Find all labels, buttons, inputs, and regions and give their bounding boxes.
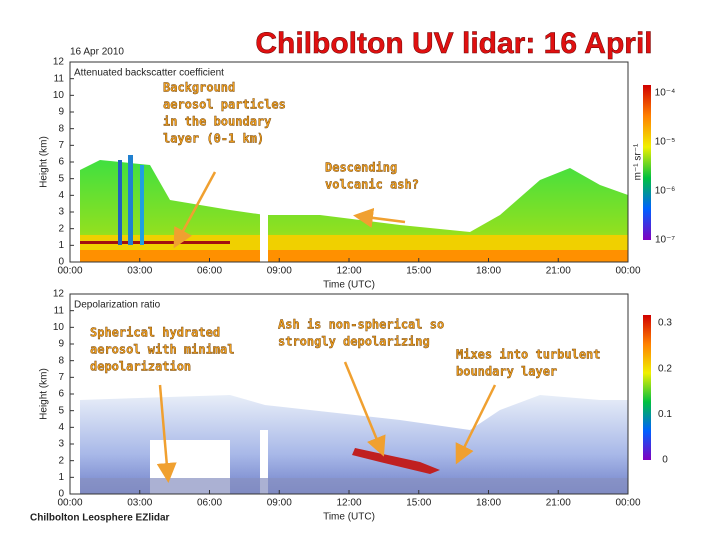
panel-label: Depolarization ratio [74,300,161,311]
annotation: Mixes into turbulent [456,348,601,362]
arrow [343,361,386,457]
y-tick-label: 9 [58,107,64,118]
colorbar-tick-label: 10⁻⁶ [655,186,676,197]
y-tick-label: 8 [58,355,64,366]
y-tick-label: 4 [58,422,64,433]
y-tick-label: 8 [58,123,64,134]
arrow [156,384,177,483]
x-tick-label: 12:00 [336,266,361,277]
colorbar [643,315,651,460]
annotation: Spherical hydrated [90,326,220,340]
arrow [353,207,406,228]
x-tick-label: 18:00 [476,266,501,277]
x-tick-label: 00:00 [57,498,82,509]
annotation: depolarization [90,360,191,374]
annotation: volcanic ash? [325,178,419,192]
annotation: aerosol with minimal [90,343,235,357]
y-tick-label: 5 [58,405,64,416]
x-tick-label: 03:00 [127,498,152,509]
x-axis-label: Time (UTC) [323,512,375,523]
x-tick-label: 21:00 [546,266,571,277]
y-tick-label: 6 [58,157,64,168]
annotation: in the boundary [163,115,271,129]
annotation: boundary layer [456,365,557,379]
y-tick-label: 7 [58,372,64,383]
x-tick-label: 21:00 [546,498,571,509]
y-tick-label: 12 [53,289,65,300]
y-axis-label: Height (km) [39,368,50,420]
annotation: strongly depolarizing [278,335,430,349]
x-tick-label: 09:00 [267,266,292,277]
colorbar-tick-label: 10⁻⁵ [655,137,676,148]
x-tick-label: 12:00 [336,498,361,509]
x-tick-label: 15:00 [406,266,431,277]
y-tick-label: 1 [58,240,64,251]
y-tick-label: 0 [58,489,64,500]
y-tick-label: 1 [58,472,64,483]
colorbar-label: m⁻¹ sr⁻¹ [633,143,644,180]
backscatter-image [80,155,628,262]
y-tick-label: 4 [58,190,64,201]
x-tick-label: 15:00 [406,498,431,509]
x-tick-label: 18:00 [476,498,501,509]
y-tick-label: 7 [58,140,64,151]
annotation: Background [163,81,235,95]
annotation: Ash is non-spherical so [278,318,444,332]
panel-label: Attenuated backscatter coefficient [74,68,224,79]
colorbar-tick-label: 0.1 [658,409,672,420]
x-tick-label: 00:00 [615,498,640,509]
y-tick-label: 10 [53,90,65,101]
colorbar-tick-label: 10⁻⁷ [655,235,675,246]
x-tick-label: 06:00 [197,266,222,277]
y-tick-label: 11 [54,305,65,316]
y-tick-label: 12 [53,57,65,68]
x-axis-label: Time (UTC) [323,280,375,291]
y-tick-label: 0 [58,257,64,268]
colorbar-tick-label: 0.3 [658,318,672,329]
y-tick-label: 3 [58,439,64,450]
arrow [173,171,217,249]
y-tick-label: 10 [53,322,65,333]
x-tick-label: 06:00 [197,498,222,509]
y-tick-label: 2 [58,455,64,466]
arrow [455,384,497,465]
colorbar-tick-label: 0 [662,455,668,466]
y-tick-label: 3 [58,207,64,218]
slide-title: Chilbolton UV lidar: 16 April [255,27,652,60]
x-tick-label: 09:00 [267,498,292,509]
footer: Chilbolton Leosphere EZlidar [30,513,170,524]
annotation: layer (0-1 km) [163,132,264,146]
annotation: aerosol particles [163,98,286,112]
x-tick-label: 03:00 [127,266,152,277]
x-tick-label: 00:00 [57,266,82,277]
y-tick-label: 11 [54,73,65,84]
colorbar-tick-label: 0.2 [658,363,672,374]
y-tick-label: 6 [58,389,64,400]
colorbar [643,85,651,240]
date: 16 Apr 2010 [70,47,124,58]
annotation: Descending [325,161,397,175]
colorbar-tick-label: 10⁻⁴ [655,88,676,99]
x-tick-label: 00:00 [615,266,640,277]
y-tick-label: 2 [58,223,64,234]
y-axis-label: Height (km) [39,136,50,188]
y-tick-label: 9 [58,339,64,350]
y-tick-label: 5 [58,173,64,184]
